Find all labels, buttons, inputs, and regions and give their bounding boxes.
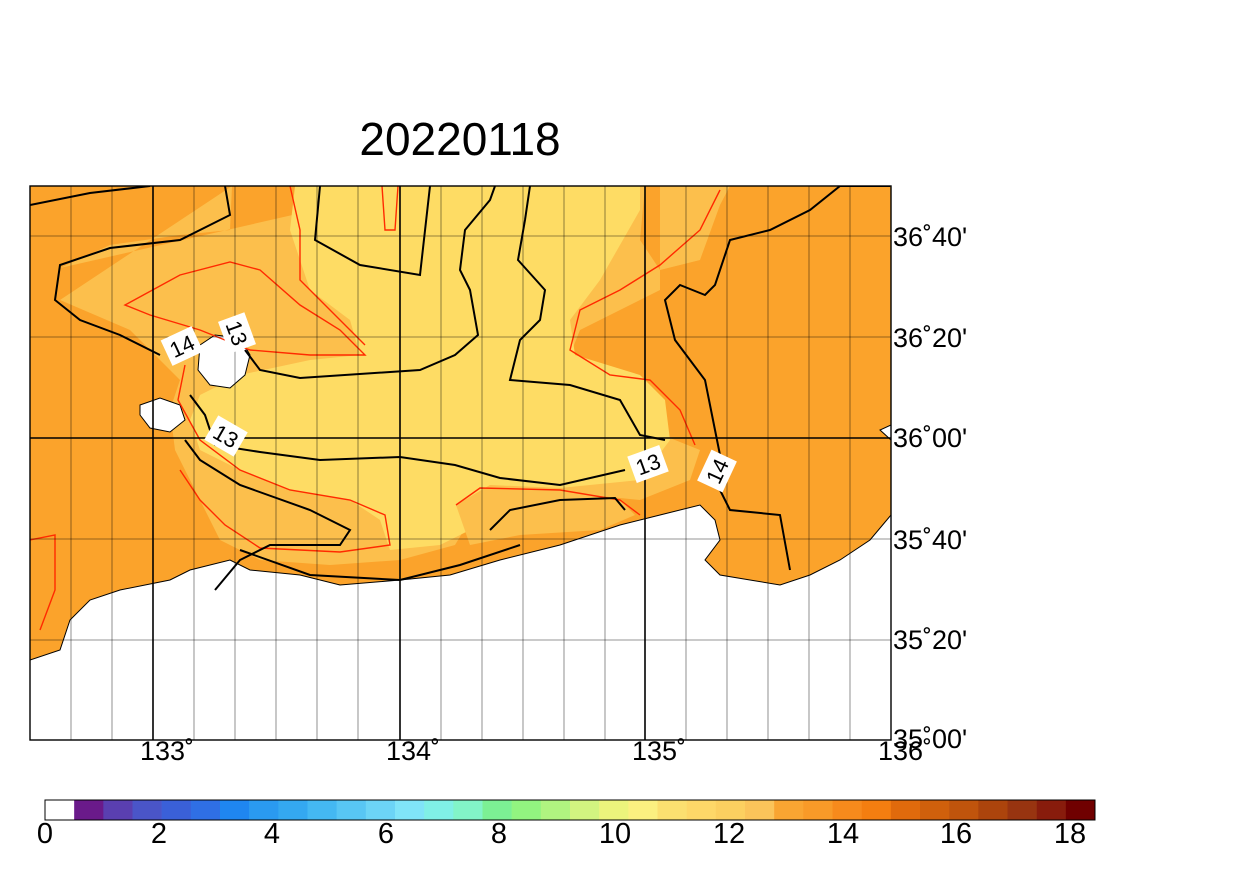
colorbar-swatch: [365, 800, 396, 820]
colorbar-swatch: [132, 800, 162, 820]
map-title: 20220118: [359, 113, 561, 165]
colorbar-label-10: 10: [598, 818, 632, 850]
colorbar-label-4: 4: [263, 818, 281, 850]
lat-tick-3640: 36˚40': [893, 222, 968, 252]
colorbar-swatch: [1036, 800, 1067, 820]
lon-tick-134: 134˚: [385, 736, 441, 766]
colorbar-label-2: 2: [150, 818, 168, 850]
colorbar-swatch: [307, 800, 337, 820]
map-border: [29, 185, 892, 741]
lat-tick-3520: 35˚20': [893, 625, 968, 655]
colorbar-swatch: [103, 800, 133, 820]
colorbar-swatch: [978, 800, 1008, 820]
colorbar-swatch: [190, 800, 221, 820]
colorbar-label-6: 6: [377, 818, 395, 850]
colorbar-swatch: [861, 800, 892, 820]
colorbar-label-12: 12: [712, 818, 746, 850]
map-field: [30, 186, 891, 740]
colorbar-swatch: [890, 800, 921, 820]
colorbar-swatch: [570, 800, 600, 820]
colorbar-swatch: [628, 800, 658, 820]
lon-tick-133: 133˚: [139, 736, 195, 766]
colorbar-swatch: [803, 800, 833, 820]
colorbar-swatch: [715, 800, 746, 820]
colorbar-swatch: [220, 800, 250, 820]
colorbar-swatch: [1007, 800, 1037, 820]
colorbar-swatch: [395, 800, 425, 820]
colorbar-swatch: [336, 800, 367, 820]
colorbar-swatch: [1065, 800, 1096, 820]
colorbar-label-0: 0: [36, 818, 54, 850]
contour-label: 13: [627, 445, 669, 483]
colorbar-swatch: [920, 800, 950, 820]
colorbar-swatch: [424, 800, 454, 820]
colorbar-label-14: 14: [826, 818, 860, 850]
colorbar-swatch: [249, 800, 279, 820]
colorbar-swatch: [161, 800, 192, 820]
lat-tick-3620: 36˚20': [893, 323, 968, 353]
lat-lon-grid: [30, 186, 891, 740]
colorbar-swatch: [540, 800, 571, 820]
colorbar-label-16: 16: [939, 818, 973, 850]
colorbar-label-18: 18: [1053, 818, 1087, 850]
sst-light-orange-subregion: [230, 470, 635, 552]
colorbar: [44, 799, 1096, 821]
colorbar-swatch: [511, 800, 542, 820]
lat-tick-3540: 35˚40': [893, 525, 968, 555]
colorbar-swatch: [278, 800, 308, 820]
colorbar-swatch: [949, 800, 979, 820]
lat-tick-3500: 35˚00': [893, 724, 968, 754]
lon-tick-135: 135˚: [631, 736, 687, 766]
lon-tick-136: 136˚: [877, 736, 933, 766]
colorbar-swatch: [657, 800, 687, 820]
colorbar-swatch: [599, 800, 629, 820]
colorbar-swatch: [774, 800, 804, 820]
colorbar-swatch: [482, 800, 512, 820]
colorbar-swatch: [453, 800, 483, 820]
land-mass: [30, 424, 891, 740]
colorbar-swatch: [832, 800, 862, 820]
contour-label: 13: [218, 312, 256, 354]
lat-tick-3600: 36˚00': [893, 423, 968, 453]
colorbar-border: [44, 799, 1096, 821]
colorbar-swatch: [45, 800, 75, 820]
colorbar-label-8: 8: [490, 818, 508, 850]
colorbar-swatch: [74, 800, 104, 820]
colorbar-swatch: [686, 800, 717, 820]
colorbar-swatch: [745, 800, 775, 820]
